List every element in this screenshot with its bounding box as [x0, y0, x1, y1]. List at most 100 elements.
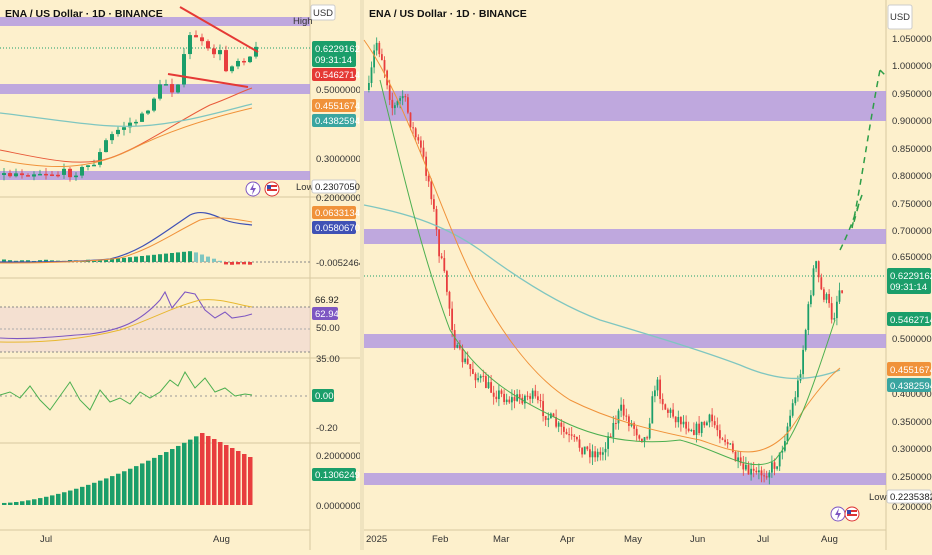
candle	[617, 408, 620, 430]
left-currency-box[interactable]	[310, 4, 336, 21]
left-month-aug: Aug	[213, 534, 230, 545]
right-month-label: Apr	[560, 534, 575, 545]
right-plot-area[interactable]	[364, 0, 886, 550]
zone-low	[0, 171, 310, 180]
candle	[833, 312, 836, 321]
right-tag-ma-teal: 0.43825949	[887, 378, 932, 392]
candle	[44, 168, 48, 180]
rsi-lower-label: 35.00	[316, 354, 340, 365]
flag-icon[interactable]	[844, 506, 860, 522]
left-low-label: Low	[296, 182, 314, 193]
right-month-label: Jun	[690, 534, 705, 545]
macd-tag-orange: 0.06331347	[312, 206, 365, 219]
candle	[182, 48, 186, 88]
trendline-upper	[179, 6, 259, 53]
left-candles	[2, 30, 258, 182]
candle	[8, 169, 12, 178]
candle	[578, 434, 581, 452]
vol-bar	[170, 449, 175, 505]
left-currency: USD	[313, 8, 333, 19]
candle	[750, 462, 752, 481]
right-axis-label: 0.65000000	[892, 252, 932, 263]
zone-095	[364, 91, 886, 121]
candle	[542, 393, 544, 422]
left-price-axis[interactable]	[310, 0, 360, 550]
macd-bar	[128, 257, 132, 262]
osc-line	[0, 370, 253, 411]
vol-bar	[242, 454, 247, 505]
macd-bar	[122, 257, 126, 262]
candle	[812, 265, 815, 297]
vol-bar	[164, 452, 169, 505]
right-axis-label: 0.20000000	[892, 502, 932, 513]
candle	[672, 403, 674, 419]
candle	[820, 273, 823, 291]
vol-bar	[218, 442, 223, 505]
candle	[158, 79, 162, 101]
vol-bar	[104, 478, 109, 505]
vol-bar	[92, 482, 97, 505]
candle	[758, 463, 760, 480]
lightning-icon[interactable]	[245, 181, 261, 197]
ma-teal	[0, 103, 253, 127]
macd-bar	[218, 260, 222, 262]
candle	[206, 39, 210, 51]
candle	[599, 447, 602, 461]
left-tag-support: 0.54627147	[312, 68, 365, 81]
candle	[591, 444, 594, 465]
candle	[760, 466, 763, 483]
right-ma-green	[379, 79, 836, 466]
candle	[518, 389, 521, 404]
candle	[836, 295, 838, 326]
candle	[667, 407, 669, 418]
right-month-label: Mar	[493, 534, 509, 545]
lightning-icon[interactable]	[830, 506, 846, 522]
macd-bar	[206, 256, 210, 262]
macd-signal	[0, 217, 253, 264]
candle	[838, 282, 841, 305]
vol-bar	[68, 490, 73, 505]
candle	[708, 413, 711, 428]
vol-bar	[140, 463, 145, 505]
candle	[451, 301, 453, 338]
right-axis-label: 0.50000000	[892, 334, 932, 345]
candle	[726, 439, 729, 449]
candle	[768, 469, 771, 485]
macd-bar	[146, 255, 150, 262]
macd-bar	[26, 260, 30, 262]
candle	[737, 450, 739, 469]
svg-text:09:31:14: 09:31:14	[890, 282, 927, 293]
panel-divider[interactable]	[360, 0, 364, 550]
candle	[635, 426, 638, 441]
left-axis-030: 0.30000000	[316, 154, 366, 165]
candle	[807, 301, 810, 336]
right-title: ENA / US Dollar · 1D · BINANCE	[369, 8, 527, 20]
candle	[495, 390, 498, 403]
vol-bar	[14, 502, 19, 505]
vol-bar	[20, 501, 25, 505]
flag-icon[interactable]	[264, 181, 280, 197]
right-month-label: Feb	[432, 534, 448, 545]
right-currency-box[interactable]	[887, 4, 913, 30]
candle	[789, 409, 791, 431]
right-axis-labels: 1.05000000 1.00000000 0.95000000 0.90000000…	[892, 34, 932, 513]
candle	[656, 376, 659, 397]
right-chart[interactable]: ENA / US Dollar · 1D · BINANCE USD 1.050…	[363, 0, 932, 550]
svg-text:0.62291623: 0.62291623	[315, 44, 365, 55]
candle	[620, 397, 622, 418]
vol-bar	[80, 486, 85, 505]
left-chart[interactable]: ENA / US Dollar · 1D · BINANCE USD High …	[0, 0, 369, 550]
candle	[589, 443, 591, 464]
candle	[828, 289, 830, 308]
candle	[188, 31, 192, 60]
candle	[469, 363, 472, 377]
candle	[427, 171, 430, 187]
right-axis-label: 0.70000000	[892, 226, 932, 237]
candle	[690, 428, 693, 432]
candle	[513, 390, 516, 409]
candle	[547, 412, 550, 428]
zone-mid	[0, 84, 310, 94]
candle	[146, 109, 150, 115]
candle	[773, 458, 776, 476]
